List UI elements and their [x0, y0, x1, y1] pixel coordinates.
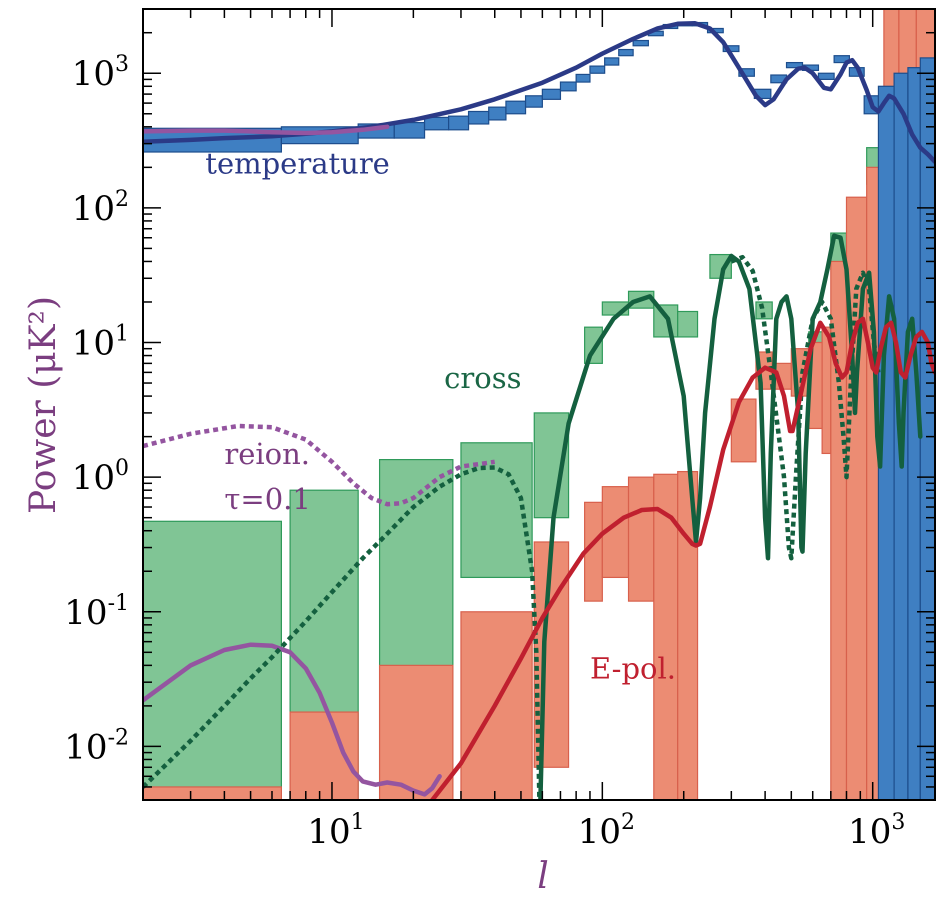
tick-labels: 101 102 103 10-2 10-1 100 101 102 103 — [64, 52, 905, 852]
annotation-3: τ=0.1 — [224, 482, 310, 516]
plot-frame — [142, 8, 936, 801]
temperature-box-9 — [524, 95, 543, 108]
temperature-box-28 — [817, 72, 835, 80]
x-tick-label-1: 101 — [307, 810, 364, 852]
epol-box-7 — [627, 476, 655, 602]
y-tick-label--2: 10-2 — [64, 725, 129, 767]
epol-box-1 — [289, 711, 359, 800]
reion-dotted-curve-3 — [143, 423, 496, 507]
temperature-box-11 — [559, 81, 577, 92]
cross-box-3 — [460, 442, 533, 579]
annotation-1: cross — [444, 361, 521, 395]
cross-dotted-curve-7 — [730, 254, 881, 561]
temperature-box-35 — [919, 57, 935, 800]
temperature-box-5 — [447, 115, 470, 131]
temperature-box-10 — [541, 88, 562, 100]
y-tick-label-1: 101 — [72, 322, 129, 364]
annotations: temperature cross reion. τ=0.1 E-pol. — [205, 147, 676, 686]
cross-box-8 — [653, 304, 679, 338]
plot-area — [143, 9, 935, 800]
epol-box-2 — [378, 664, 454, 800]
temperature-box-15 — [618, 48, 634, 57]
temperature-box-7 — [488, 106, 507, 121]
temperature-box-14 — [604, 57, 620, 66]
y-tick-label--1: 10-1 — [64, 591, 129, 633]
epol-box-0 — [143, 786, 282, 800]
temperature-box-13 — [589, 65, 606, 74]
annotation-4: E-pol. — [590, 651, 676, 685]
temperature-box-6 — [467, 110, 490, 125]
y-tick-label-0: 100 — [72, 456, 129, 498]
axis-ticks — [142, 8, 935, 801]
x-axis-title: l — [537, 856, 549, 897]
x-tick-label-3: 103 — [848, 810, 905, 852]
cross-box-9 — [677, 310, 699, 338]
temperature-box-16 — [632, 39, 649, 47]
temperature-box-8 — [505, 100, 527, 115]
temperature-box-4 — [423, 116, 450, 131]
cross-box-0 — [143, 520, 282, 800]
annotation-0: temperature — [205, 147, 390, 181]
x-tick-label-2: 102 — [578, 810, 635, 852]
reion-curve-4 — [143, 642, 442, 797]
epol-curve-8 — [430, 316, 935, 800]
annotation-2: reion. — [224, 437, 310, 471]
y-tick-label-3: 103 — [72, 52, 129, 94]
epol-box-9 — [677, 470, 699, 800]
temperature-box-3 — [393, 121, 426, 139]
y-tick-label-2: 102 — [72, 187, 129, 229]
y-axis-title: Power (μK²) — [23, 296, 64, 514]
cross-dotted-curve-5 — [143, 465, 542, 800]
temperature-curve-9 — [143, 21, 935, 165]
reion-curve-10 — [143, 124, 390, 136]
temperature-box-12 — [575, 73, 591, 83]
